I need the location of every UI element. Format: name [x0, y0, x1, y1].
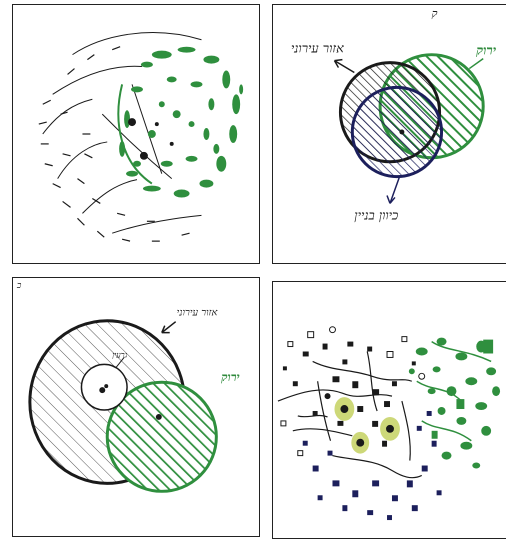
sketch-panel-town-map [272, 281, 506, 539]
black-buildings [282, 341, 416, 447]
dash-strokes [38, 46, 190, 242]
label-core: גרעין [112, 350, 127, 359]
label-green: ירוק [475, 44, 497, 59]
navy-circle [350, 85, 444, 179]
sketch-panel-nested: אזור עירוני גרעין ירוק כ [12, 277, 260, 537]
core-circle [80, 363, 128, 411]
overlap-sketch-drawing: אזור עירוני ירוק כיוון בניין ק [291, 7, 497, 223]
green-vegetation [408, 337, 501, 469]
green-blobs [119, 46, 244, 198]
label-green: ירוק [220, 370, 239, 384]
nested-sketch-drawing: אזור עירוני גרעין ירוק כ [16, 281, 240, 493]
sketch-panel-overlap: אזור עירוני ירוק כיוון בניין ק [272, 4, 506, 264]
arrow-line-right [468, 58, 484, 70]
arrow-line-bottom [389, 175, 401, 204]
outline-buildings [280, 326, 426, 457]
town-map-drawing [277, 326, 501, 521]
navy-buildings [302, 410, 442, 521]
label-urban: אזור עירוני [177, 308, 219, 319]
contour-strokes [42, 32, 202, 234]
sketch-panel-dispersed [12, 4, 260, 264]
green-circle [105, 380, 218, 493]
dispersed-sketch-drawing [38, 32, 244, 242]
arrow-line-left [334, 59, 355, 74]
node-dots [128, 118, 174, 160]
green-arc [117, 84, 153, 185]
label-top-mark: ק [432, 7, 438, 20]
green-strokes [416, 340, 492, 442]
label-urban: אזור עירוני [291, 42, 344, 57]
label-corner: כ [16, 281, 22, 291]
town-paths [277, 351, 422, 479]
label-building-direction: כיוון בניין [354, 208, 398, 223]
